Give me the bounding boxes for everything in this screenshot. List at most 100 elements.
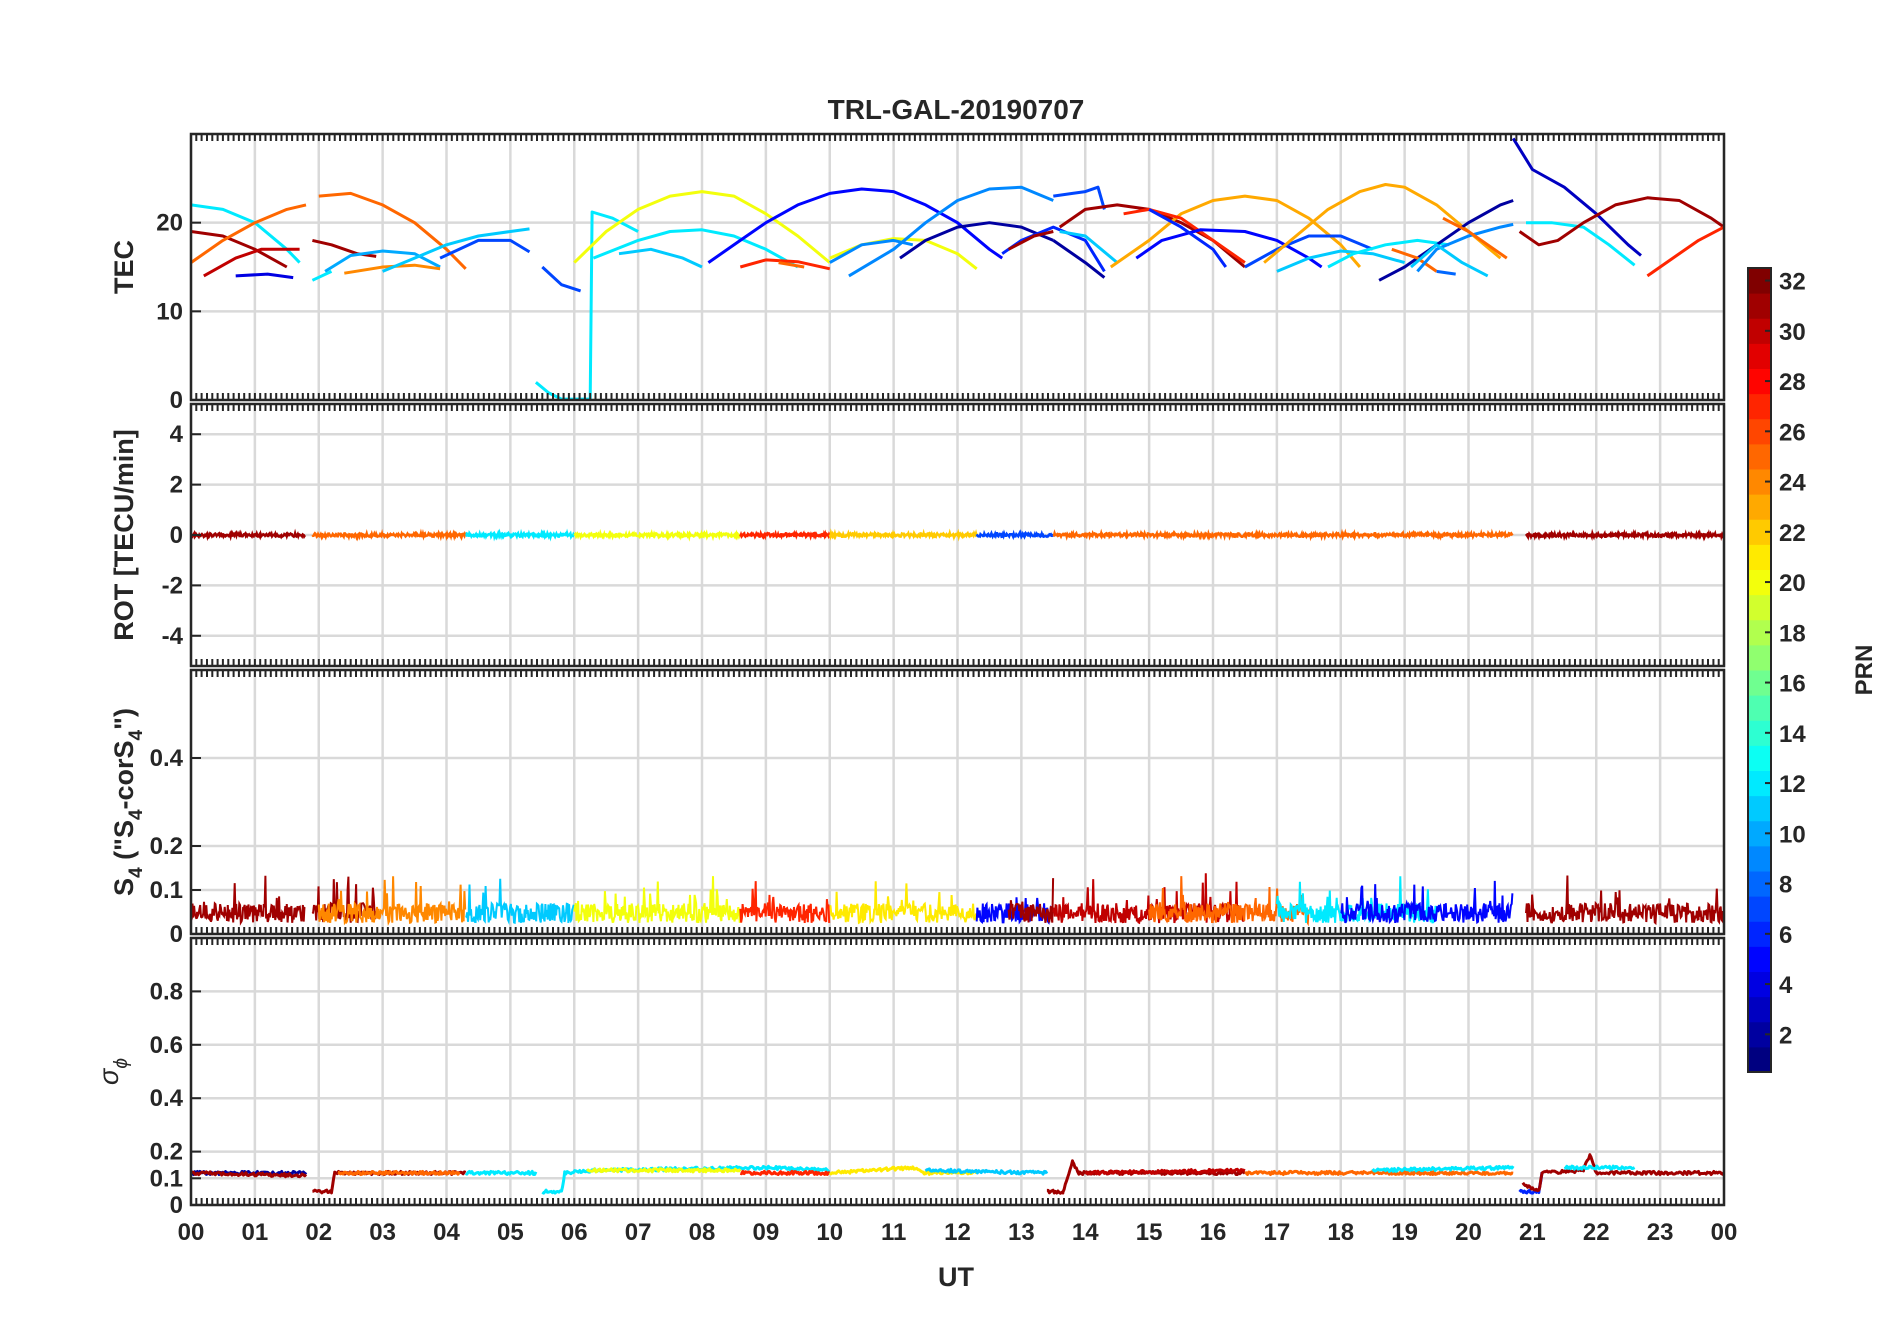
x-tick-label: 00 [1711,1219,1738,1246]
colorbar-swatch [1748,1046,1771,1073]
tec-arc-prn-25 [191,203,307,264]
x-tick-label: 09 [753,1219,780,1246]
colorbar-tick-label: 6 [1779,922,1792,949]
s4-trace-prn-30 [1052,873,1246,925]
tec-arc-prn-31 [312,238,377,258]
x-tick-labels: 00 01 02 03 04 05 06 07 08 09 10 11 12 13 14 15 16 17 18 19… [178,1219,1738,1246]
x-tick-label: 08 [689,1219,716,1246]
s4-trace-prn-5 [1340,880,1514,925]
colorbar-tick-label: 20 [1779,570,1806,597]
colorbar-tick-label: 24 [1779,470,1806,497]
tec-arc-prn-31 [1007,230,1054,251]
sigma-trace-prn-20 [586,1167,742,1174]
colorbar-swatch [1748,619,1771,646]
sigma-trace-prn-25 [337,1169,461,1177]
colorbar-tick-label: 10 [1779,821,1806,848]
colorbar-swatch [1748,393,1771,420]
rot-trace-prn-20 [573,528,741,542]
tec-arc-prn-27 [1646,225,1724,278]
tec-arc-prn-30 [203,247,300,278]
y-axis-label-part: 4 [126,729,147,740]
x-tick-label: 21 [1519,1219,1546,1246]
s4-trace-prn-11 [465,878,575,926]
tec-arc-prn-25 [1391,247,1438,273]
colorbar-swatch [1748,443,1771,470]
tec-arc-prn-2 [1378,199,1514,282]
colorbar-tick-label: 4 [1779,972,1793,999]
tec-arc-prn-11 [1059,230,1119,264]
y-tick-label: 0.8 [150,978,183,1005]
colorbar-tick-label: 2 [1779,1022,1792,1049]
x-tick-label: 06 [561,1219,588,1246]
colorbar-swatch [1748,670,1771,696]
colorbar-tick-label: 14 [1779,721,1806,748]
colorbar-swatch [1748,745,1771,771]
x-tick-label: 10 [816,1219,843,1246]
y-tick-label: 0 [170,1192,183,1219]
y-tick-label: 0.1 [150,1165,183,1192]
tec-arc-prn-25 [1442,216,1508,260]
colorbar-swatch [1748,594,1771,621]
colorbar-swatch [1748,519,1771,545]
tec-arc-prn-25 [778,261,805,269]
tec-arc-prn-11 [382,227,530,273]
tec-arc-prn-4 [235,272,294,280]
s4-trace-prn-24 [317,876,467,926]
x-tick-label: 05 [497,1219,524,1246]
x-axis-label: UT [938,1262,974,1292]
colorbar-swatch [1748,896,1771,922]
colorbar-swatch [1748,293,1771,319]
y-tick-label: 0.4 [150,1085,184,1112]
colorbar-swatch [1748,720,1771,746]
panel-s4: 00.10.20.4S4 ("S4-corS4") [109,668,1726,948]
x-tick-label: 03 [369,1219,396,1246]
y-axis-label-tec: TEC [109,240,139,294]
chart-title: TRL-GAL-20190707 [828,94,1085,125]
colorbar-swatch [1748,695,1771,721]
tec-arc-prn-11 [1410,243,1489,278]
x-tick-label: 23 [1647,1219,1674,1246]
y-tick-labels-tec: 0 10 20 [156,210,201,414]
tec-arc-prn-11 [618,247,703,269]
y-tick-label: 0.2 [150,1139,183,1166]
tec-arc-prn-27 [739,258,831,271]
panel-rot: -4 -2 0 2 4 ROT [TECU/min] [109,402,1726,668]
tec-arc-prn-23 [1263,183,1502,264]
panel-tec: 0 10 20 TEC [109,132,1726,414]
colorbar-tick-label: 12 [1779,771,1806,798]
y-axis-label-part: 4 [126,867,147,878]
series-group-sigma [191,1153,1724,1195]
colorbar-tick-label: 30 [1779,319,1806,346]
panel-frame [189,402,1726,668]
y-tick-label: 0.4 [150,745,184,772]
y-tick-label: 0.6 [150,1032,183,1059]
colorbar-swatch [1748,544,1771,570]
tec-arc-prn-11 [1276,249,1406,273]
y-axis-label-part: 4 [126,809,147,820]
x-tick-label: 18 [1327,1219,1354,1246]
x-tick-label: 04 [433,1219,460,1246]
s4-trace-prn-31 [191,875,306,926]
tec-arc-prn-12 [311,270,333,282]
y-tick-labels-rot: -4 -2 0 2 4 [162,421,201,650]
x-tick-label: 01 [242,1219,269,1246]
x-tick-label: 02 [305,1219,332,1246]
colorbar-tick-label: 8 [1779,872,1792,899]
tec-arc-prn-12 [1526,221,1636,267]
tec-arc-prn-7 [1053,185,1106,210]
rot-trace-prn-31 [191,528,306,542]
s4-trace-prn-20 [573,876,741,924]
x-tick-label: 17 [1264,1219,1291,1246]
tec-arc-prn-2 [899,221,1054,260]
s4-trace-prn-27 [739,881,831,923]
tec-arc-prn-9 [1416,222,1514,273]
colorbar-swatch [1748,795,1771,822]
sigma-trace-prn-30 [1085,1167,1246,1176]
colorbar-tick-label: 18 [1779,620,1806,647]
x-tick-label: 16 [1200,1219,1227,1246]
colorbar-swatch [1748,343,1771,369]
sigma-trace-prn-25 [1244,1169,1514,1176]
sigma-trace-prn-12 [464,1169,538,1176]
